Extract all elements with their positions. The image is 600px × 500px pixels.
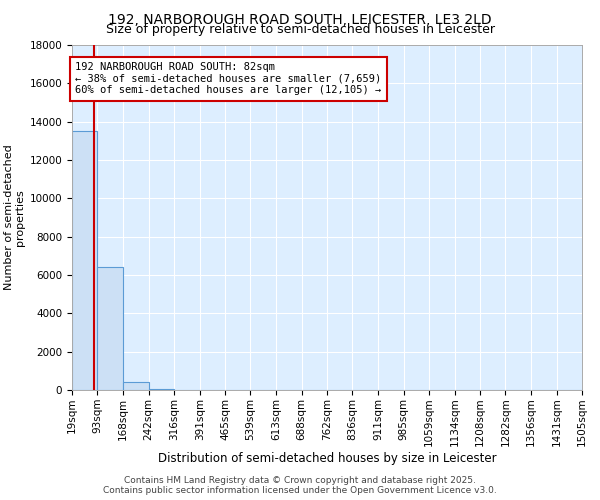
X-axis label: Distribution of semi-detached houses by size in Leicester: Distribution of semi-detached houses by …	[158, 452, 496, 465]
Text: 192, NARBOROUGH ROAD SOUTH, LEICESTER, LE3 2LD: 192, NARBOROUGH ROAD SOUTH, LEICESTER, L…	[108, 12, 492, 26]
Text: Size of property relative to semi-detached houses in Leicester: Size of property relative to semi-detach…	[106, 22, 494, 36]
Text: Contains HM Land Registry data © Crown copyright and database right 2025.
Contai: Contains HM Land Registry data © Crown c…	[103, 476, 497, 495]
Bar	[149, 389, 174, 390]
Text: 192 NARBOROUGH ROAD SOUTH: 82sqm
← 38% of semi-detached houses are smaller (7,65: 192 NARBOROUGH ROAD SOUTH: 82sqm ← 38% o…	[76, 62, 382, 96]
Bar	[123, 382, 149, 390]
Bar	[72, 131, 97, 390]
Y-axis label: Number of semi-detached
properties: Number of semi-detached properties	[4, 144, 25, 290]
Bar	[97, 268, 123, 390]
